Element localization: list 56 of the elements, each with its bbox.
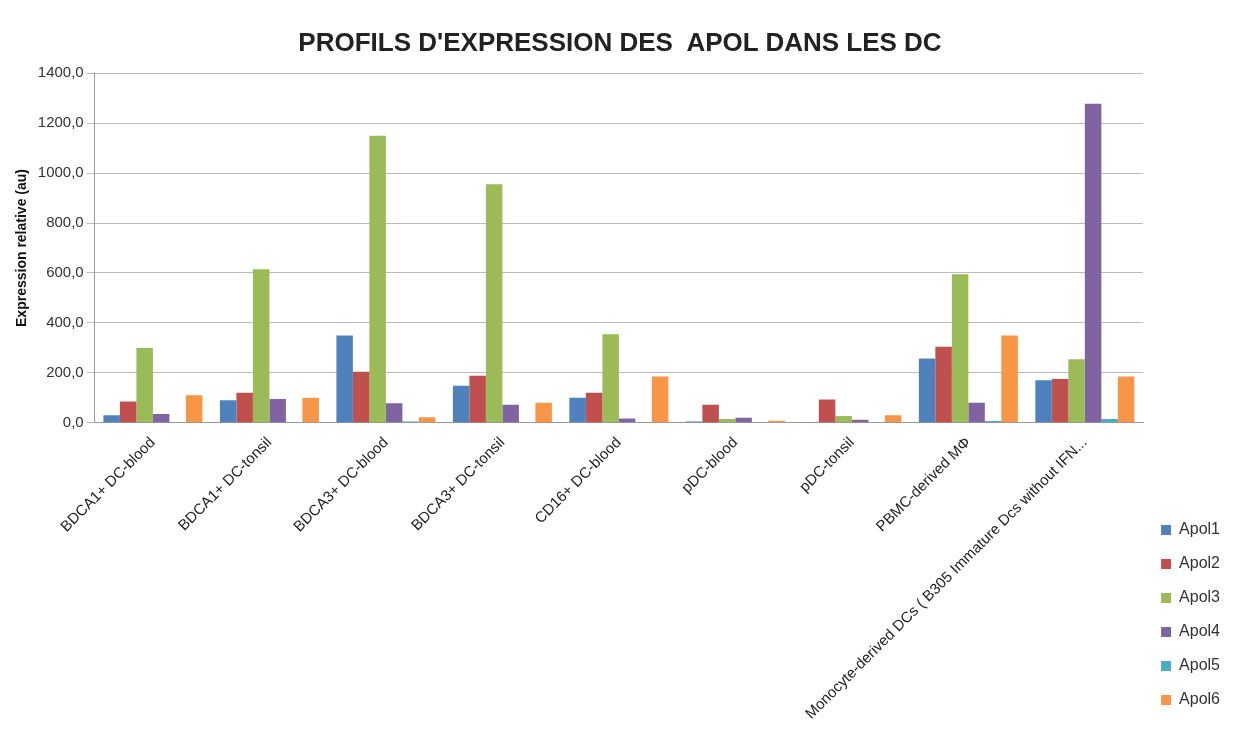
y-tick-label: 200,0 (46, 363, 84, 381)
bar (1101, 419, 1118, 423)
bar (602, 334, 619, 423)
bar (269, 399, 286, 423)
bar (968, 402, 985, 423)
bar (735, 417, 752, 423)
bar (835, 416, 852, 423)
bar (302, 397, 319, 423)
bar (585, 392, 603, 423)
bar (452, 385, 470, 423)
y-tick-label: 600,0 (46, 263, 84, 281)
bar (651, 376, 669, 423)
bar (252, 269, 270, 423)
bar (336, 335, 353, 423)
legend-label: Apol1 (1179, 520, 1221, 538)
y-tick-label: 400,0 (46, 313, 84, 331)
bar (103, 415, 120, 423)
legend-label: Apol2 (1179, 554, 1221, 572)
legend-label: Apol5 (1179, 656, 1221, 674)
y-tick-label: 0,0 (62, 412, 84, 430)
legend-label: Apol4 (1179, 622, 1221, 640)
bar (535, 402, 552, 423)
bar (884, 415, 902, 423)
y-axis-title: Expression relative (au) (13, 169, 30, 327)
bar (1117, 376, 1135, 423)
bar (569, 397, 586, 423)
bar (1035, 380, 1052, 423)
y-tick-label: 800,0 (46, 213, 84, 231)
bar (152, 414, 170, 423)
bar (219, 400, 237, 423)
bar (1068, 359, 1085, 423)
bar (418, 417, 436, 423)
bar (1001, 335, 1018, 423)
bar (119, 401, 137, 423)
bar (185, 395, 203, 423)
bar (352, 371, 370, 423)
chart-title: PROFILS D'EXPRESSION DES APOL DANS LES DC (298, 26, 942, 57)
bar (136, 347, 153, 423)
bar (935, 346, 952, 423)
bar (702, 404, 719, 423)
bar (502, 404, 519, 423)
legend-label: Apol3 (1179, 588, 1221, 606)
bar (485, 184, 503, 423)
bar (1084, 103, 1102, 423)
legend-label: Apol6 (1179, 690, 1221, 708)
bar (385, 403, 403, 423)
bar (236, 392, 253, 423)
bar (918, 358, 936, 423)
y-tick-label: 1200,0 (37, 113, 84, 131)
y-tick-label: 1000,0 (37, 163, 84, 181)
bar (951, 274, 969, 423)
y-tick-label: 1400,0 (37, 63, 84, 81)
bar (1051, 379, 1069, 423)
bar (369, 135, 386, 423)
bar (818, 399, 836, 423)
bar (469, 375, 486, 423)
